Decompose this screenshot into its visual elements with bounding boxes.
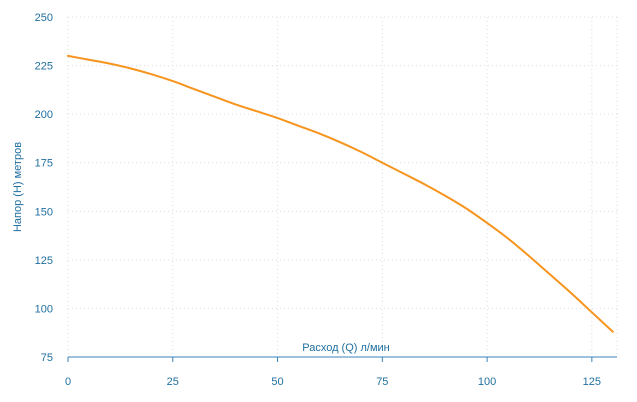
tick-labels: 75 100 125 150 175 200 225 250 0 25 50 75 100 125 bbox=[35, 12, 601, 388]
y-tick-label: 175 bbox=[35, 158, 53, 170]
y-tick-label: 150 bbox=[35, 206, 53, 218]
y-tick-label: 100 bbox=[35, 303, 53, 315]
y-tick-label: 200 bbox=[35, 109, 53, 121]
series bbox=[67, 54, 614, 333]
x-tick-label: 125 bbox=[583, 376, 601, 388]
x-tick-label: 75 bbox=[376, 376, 388, 388]
x-axis-title: Расход (Q) л/мин bbox=[302, 342, 390, 354]
y-tick-label: 125 bbox=[35, 255, 53, 267]
grid bbox=[67, 16, 618, 358]
y-tick-label: 225 bbox=[35, 61, 53, 73]
x-tick-label: 100 bbox=[478, 376, 496, 388]
y-tick-label: 250 bbox=[35, 12, 53, 24]
x-tick-label: 0 bbox=[65, 376, 71, 388]
x-tick-label: 50 bbox=[271, 376, 283, 388]
y-axis-title: Напор (H) метров bbox=[12, 142, 24, 232]
series-line bbox=[67, 54, 614, 333]
y-tick-label: 75 bbox=[41, 352, 53, 364]
x-tick-label: 25 bbox=[167, 376, 179, 388]
